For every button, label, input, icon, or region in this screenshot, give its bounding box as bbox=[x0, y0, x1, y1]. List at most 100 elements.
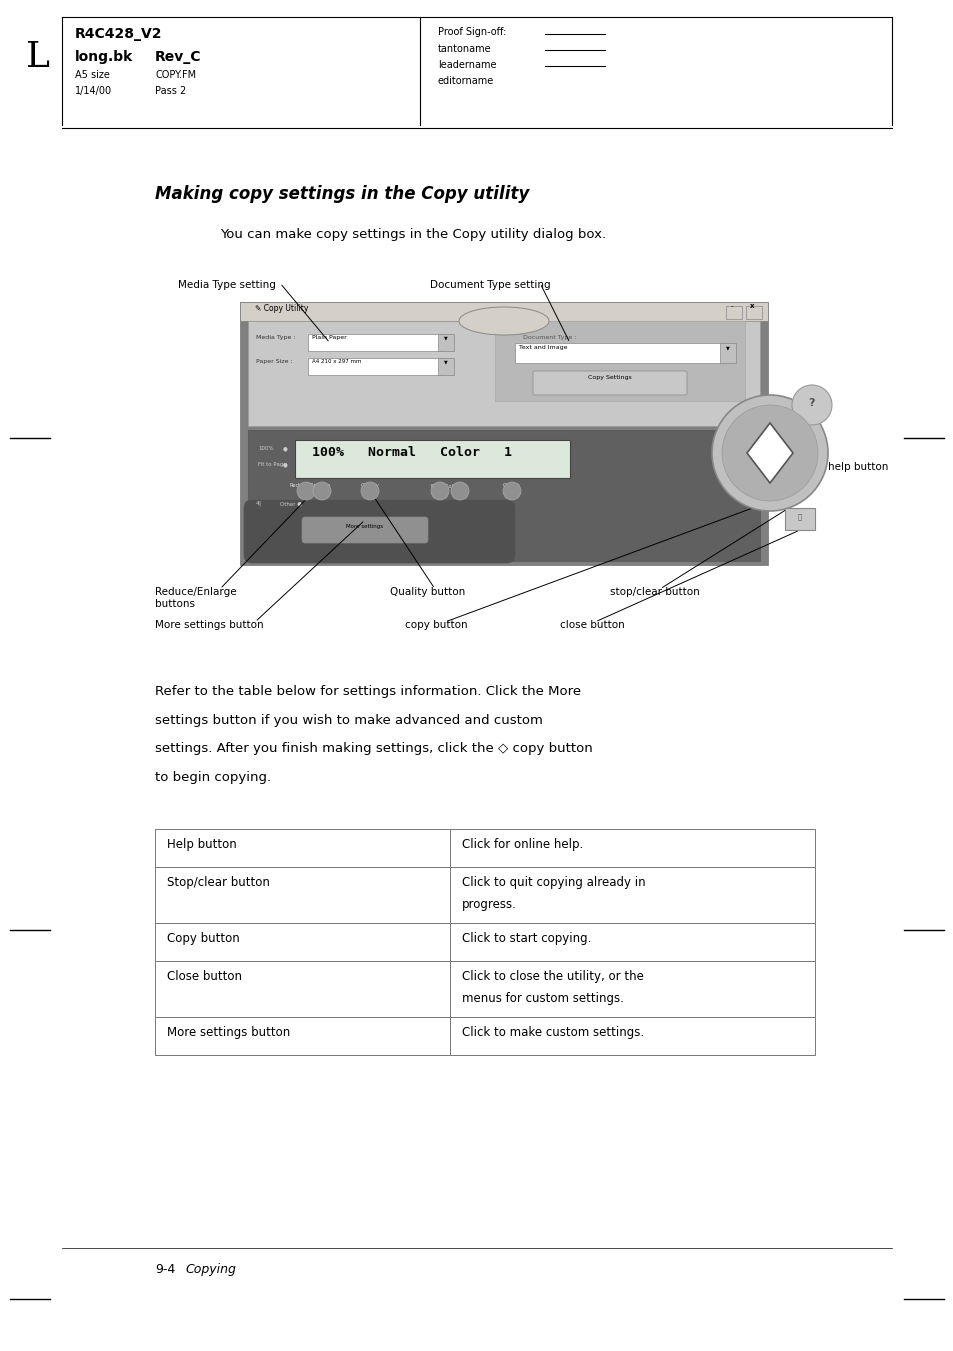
Circle shape bbox=[360, 482, 378, 500]
Text: ▼: ▼ bbox=[725, 345, 729, 350]
FancyBboxPatch shape bbox=[302, 517, 428, 543]
Text: Document Type :: Document Type : bbox=[522, 335, 576, 340]
Circle shape bbox=[711, 394, 827, 511]
Text: ●: ● bbox=[283, 446, 288, 451]
Bar bbox=[450, 830, 814, 867]
Bar bbox=[154, 923, 450, 961]
Bar bbox=[720, 343, 735, 363]
Polygon shape bbox=[746, 423, 792, 484]
Text: R4C428_V2: R4C428_V2 bbox=[75, 27, 162, 41]
Text: Refer to the table below for settings information. Click the More: Refer to the table below for settings in… bbox=[154, 685, 580, 698]
Bar bbox=[725, 305, 741, 319]
Circle shape bbox=[296, 482, 314, 500]
Text: help button: help button bbox=[827, 462, 887, 471]
Text: COPY.FM: COPY.FM bbox=[154, 70, 196, 80]
Bar bbox=[308, 358, 442, 376]
Text: ▼: ▼ bbox=[444, 359, 447, 363]
Bar bbox=[294, 440, 569, 478]
Bar bbox=[515, 343, 724, 363]
Text: You can make copy settings in the Copy utility dialog box.: You can make copy settings in the Copy u… bbox=[220, 228, 605, 240]
Text: ▼: ▼ bbox=[444, 335, 447, 340]
Text: to begin copying.: to begin copying. bbox=[154, 770, 271, 784]
Bar bbox=[308, 334, 442, 351]
Text: Stop/clear button: Stop/clear button bbox=[167, 875, 270, 889]
Circle shape bbox=[721, 405, 817, 501]
Text: -: - bbox=[730, 304, 733, 309]
Bar bbox=[495, 322, 744, 401]
Circle shape bbox=[502, 482, 520, 500]
Text: Pass 2: Pass 2 bbox=[154, 86, 186, 96]
Text: ⏻: ⏻ bbox=[797, 513, 801, 520]
Text: copy button: copy button bbox=[405, 620, 467, 630]
Bar bbox=[437, 358, 454, 376]
Text: Quality button: Quality button bbox=[390, 586, 465, 597]
Bar bbox=[154, 830, 450, 867]
Bar bbox=[154, 1017, 450, 1055]
FancyBboxPatch shape bbox=[533, 372, 686, 394]
Bar bbox=[154, 867, 450, 923]
Text: L: L bbox=[26, 41, 50, 74]
Ellipse shape bbox=[458, 307, 548, 335]
Text: progress.: progress. bbox=[461, 898, 517, 911]
Text: leadername: leadername bbox=[437, 59, 496, 70]
Text: 9-4: 9-4 bbox=[154, 1263, 175, 1275]
Text: Media Type setting: Media Type setting bbox=[178, 280, 275, 290]
Text: Document Type setting: Document Type setting bbox=[430, 280, 550, 290]
Bar bbox=[437, 334, 454, 351]
Text: More settings button: More settings button bbox=[154, 620, 263, 630]
Text: Quality: Quality bbox=[360, 484, 379, 488]
Text: settings button if you wish to make advanced and custom: settings button if you wish to make adva… bbox=[154, 713, 542, 727]
Text: A5 size: A5 size bbox=[75, 70, 110, 80]
Text: ●: ● bbox=[283, 462, 288, 467]
Text: 4|: 4| bbox=[255, 501, 262, 507]
Text: Click to quit copying already in: Click to quit copying already in bbox=[461, 875, 645, 889]
Bar bbox=[248, 322, 760, 426]
Text: Fit to Page: Fit to Page bbox=[257, 462, 287, 467]
Text: stop/clear button: stop/clear button bbox=[609, 586, 699, 597]
Text: Rev_C: Rev_C bbox=[154, 50, 201, 63]
Bar bbox=[240, 322, 767, 565]
Text: Copies: Copies bbox=[502, 484, 520, 488]
Text: Reduce/Enlarge
buttons: Reduce/Enlarge buttons bbox=[154, 586, 236, 608]
Text: Close button: Close button bbox=[167, 970, 242, 984]
Bar bbox=[745, 305, 761, 319]
Text: 100%: 100% bbox=[257, 446, 274, 451]
Text: Copying: Copying bbox=[185, 1263, 235, 1275]
Text: Click for online help.: Click for online help. bbox=[461, 838, 582, 851]
Circle shape bbox=[313, 482, 331, 500]
Text: Click to start copying.: Click to start copying. bbox=[461, 932, 591, 944]
Bar bbox=[784, 508, 814, 530]
Text: ✎ Copy Utility: ✎ Copy Utility bbox=[254, 304, 308, 313]
Text: tantoname: tantoname bbox=[437, 45, 491, 54]
Text: long.bk: long.bk bbox=[75, 50, 133, 63]
Text: Paper Size :: Paper Size : bbox=[255, 359, 293, 363]
Text: Click to make custom settings.: Click to make custom settings. bbox=[461, 1025, 643, 1039]
Bar bbox=[450, 961, 814, 1017]
Text: Click to close the utility, or the: Click to close the utility, or the bbox=[461, 970, 643, 984]
Text: More settings button: More settings button bbox=[167, 1025, 290, 1039]
Bar bbox=[450, 867, 814, 923]
Text: Plain Paper: Plain Paper bbox=[312, 335, 346, 340]
Text: Media Type :: Media Type : bbox=[255, 335, 295, 340]
Text: B&W/Color: B&W/Color bbox=[431, 484, 458, 488]
Text: More settings: More settings bbox=[346, 524, 383, 530]
Text: settings. After you finish making settings, click the ◇ copy button: settings. After you finish making settin… bbox=[154, 742, 592, 755]
Circle shape bbox=[451, 482, 469, 500]
Circle shape bbox=[431, 482, 449, 500]
Bar bbox=[450, 923, 814, 961]
Text: menus for custom settings.: menus for custom settings. bbox=[461, 992, 623, 1005]
Text: Making copy settings in the Copy utility: Making copy settings in the Copy utility bbox=[154, 185, 529, 203]
Text: editorname: editorname bbox=[437, 76, 494, 86]
Bar bbox=[154, 961, 450, 1017]
Bar bbox=[450, 1017, 814, 1055]
Bar bbox=[248, 430, 760, 561]
FancyBboxPatch shape bbox=[244, 500, 515, 563]
Circle shape bbox=[791, 385, 831, 426]
Text: Help button: Help button bbox=[167, 838, 236, 851]
Text: A4 210 x 297 mm: A4 210 x 297 mm bbox=[312, 359, 361, 363]
Text: close button: close button bbox=[559, 620, 624, 630]
Bar bbox=[240, 303, 767, 322]
Text: Reduce/Enlarge: Reduce/Enlarge bbox=[289, 484, 331, 488]
Text: Proof Sign-off:: Proof Sign-off: bbox=[437, 27, 506, 36]
Text: x: x bbox=[749, 304, 754, 309]
